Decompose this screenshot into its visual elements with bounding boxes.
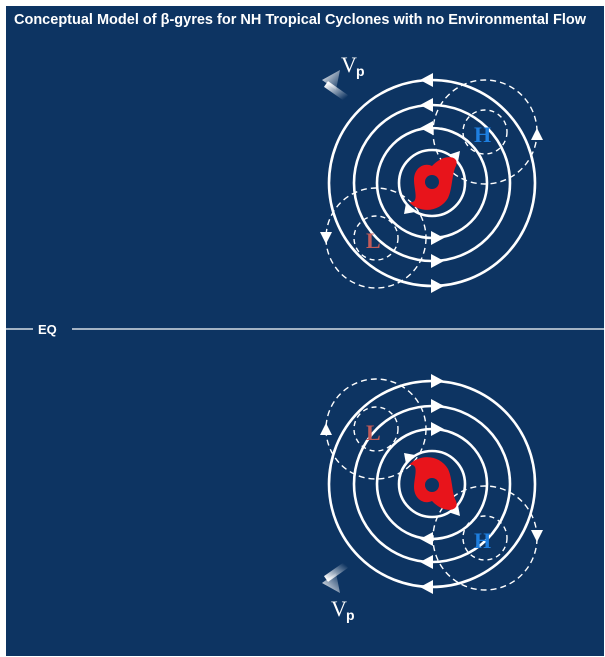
north-vp-subscript: p (356, 63, 365, 79)
south-high-gyre-inner (462, 515, 508, 561)
south-low-gyre: L (320, 378, 427, 480)
south-high-gyre: H (432, 485, 543, 591)
north-vp-label: V (341, 52, 357, 77)
south-cyclone-icon (409, 457, 457, 510)
south-high-label: H (474, 528, 491, 553)
north-high-label: H (474, 122, 491, 147)
diagram-title: Conceptual Model of β-gyres for NH Tropi… (14, 12, 586, 28)
north-arrow-3-bottom (431, 254, 444, 268)
north-low-arrow (320, 232, 332, 244)
south-vp-arrow-icon (322, 573, 340, 593)
north-arrow-outer-bottom (431, 279, 444, 293)
north-low-gyre: L (320, 187, 427, 289)
north-arrow-3-top (420, 98, 433, 112)
south-arrow-2-top (431, 422, 444, 436)
south-low-label: L (366, 420, 381, 445)
north-low-gyre-inner (353, 215, 399, 261)
north-cyclone-icon (409, 157, 457, 210)
south-low-gyre-inner (353, 406, 399, 452)
south-vp-label: V (331, 596, 347, 621)
south-ring-arrows (404, 374, 460, 594)
south-arrow-outer-top (431, 374, 444, 388)
south-arrow-inner-se (448, 505, 460, 516)
north-ring-inner (397, 148, 467, 218)
south-arrow-outer-bottom (420, 580, 433, 594)
south-low-gyre-outer (325, 378, 427, 480)
north-propagation-vector: V p (322, 52, 365, 101)
north-arrow-inner-sw (404, 203, 415, 214)
north-high-gyre-inner (462, 109, 508, 155)
south-gyre-system: L H V p (320, 374, 543, 623)
north-cyclone-eye (425, 175, 439, 189)
north-arrow-2-bottom (431, 231, 444, 245)
north-low-gyre-outer (325, 187, 427, 289)
south-cyclone-eye (425, 478, 439, 492)
south-vp-subscript: p (346, 607, 355, 623)
north-ring-arrows (404, 73, 460, 293)
south-low-arrow (320, 423, 332, 435)
north-vp-arrow-icon (322, 70, 340, 90)
north-arrow-inner-ne (448, 151, 460, 162)
south-arrow-inner-nw (404, 453, 415, 464)
north-gyre-system: H L V p (320, 52, 543, 293)
north-arrow-2-top (420, 121, 433, 135)
north-vp-arrow-shaft (323, 81, 349, 101)
south-arrow-3-bottom (420, 555, 433, 569)
equator-label: EQ (38, 322, 57, 337)
north-arrow-outer-top (420, 73, 433, 87)
north-high-gyre: H (432, 79, 543, 185)
south-arrow-2-bottom (420, 532, 433, 546)
south-arrow-3-top (431, 399, 444, 413)
south-vp-arrow-shaft (323, 562, 349, 582)
south-high-arrow (531, 530, 543, 542)
north-low-label: L (366, 228, 381, 253)
south-ring-inner (397, 449, 467, 519)
north-high-arrow (531, 128, 543, 140)
south-propagation-vector: V p (322, 562, 355, 623)
